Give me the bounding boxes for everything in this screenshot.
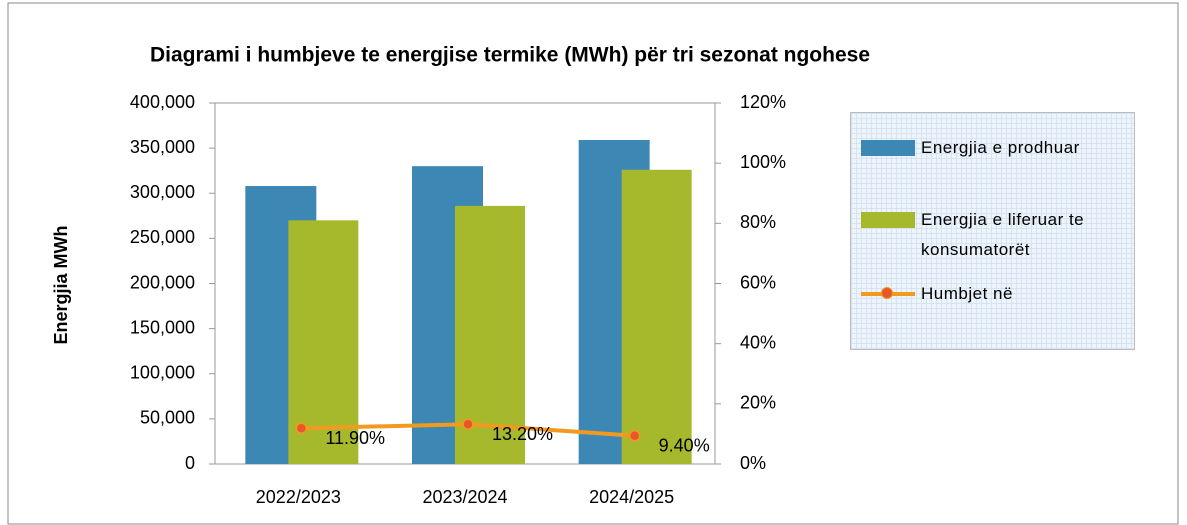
- y2-tick-label: 60%: [740, 272, 776, 292]
- legend-entry: Humbjet në: [861, 279, 1126, 309]
- y-tick-label: 350,000: [130, 137, 195, 157]
- y-tick-label: 250,000: [130, 227, 195, 247]
- chart-border: [7, 2, 1179, 525]
- x-tick-label: 2022/2023: [256, 487, 341, 507]
- y-tick-label: 150,000: [130, 317, 195, 337]
- y-tick-label: 50,000: [140, 408, 195, 428]
- line-marker: [628, 429, 641, 442]
- legend-label: Energjia e prodhuar: [921, 138, 1080, 157]
- y2-tick-label: 20%: [740, 393, 776, 413]
- x-tick-label: 2023/2024: [422, 487, 507, 507]
- data-label: 13.20%: [492, 424, 553, 444]
- data-label: 11.90%: [325, 428, 385, 448]
- y-axis-label: Energjia MWh: [51, 225, 71, 344]
- legend-label: Energjia e liferuar te konsumatorët: [921, 210, 1085, 259]
- y2-tick-label: 100%: [740, 152, 786, 172]
- legend-swatch: [861, 279, 915, 309]
- y2-tick-label: 80%: [740, 212, 776, 232]
- legend-label: Humbjet në: [921, 284, 1013, 303]
- legend-entry: Energjia e liferuar te konsumatorët: [861, 205, 1126, 265]
- y-tick-label: 0: [185, 453, 195, 473]
- y2-tick-label: 120%: [740, 92, 786, 112]
- legend: Energjia e prodhuar Energjia e liferuar t…: [850, 112, 1135, 350]
- y-tick-label: 300,000: [130, 182, 195, 202]
- chart-title: Diagrami i humbjeve te energjise termike…: [150, 44, 870, 67]
- x-tick-label: 2024/2025: [589, 487, 674, 507]
- y2-tick-label: 40%: [740, 332, 776, 352]
- legend-swatch: [861, 133, 915, 163]
- y-tick-label: 200,000: [130, 272, 195, 292]
- y-tick-label: 400,000: [130, 92, 195, 112]
- y-tick-label: 100,000: [130, 363, 195, 383]
- data-label: 9.40%: [659, 435, 710, 455]
- legend-swatch: [861, 205, 915, 235]
- line-marker: [462, 418, 474, 431]
- bar: [621, 169, 692, 464]
- legend-entry: Energjia e prodhuar: [861, 133, 1126, 163]
- y2-tick-label: 0%: [740, 453, 766, 473]
- line-marker: [295, 422, 308, 434]
